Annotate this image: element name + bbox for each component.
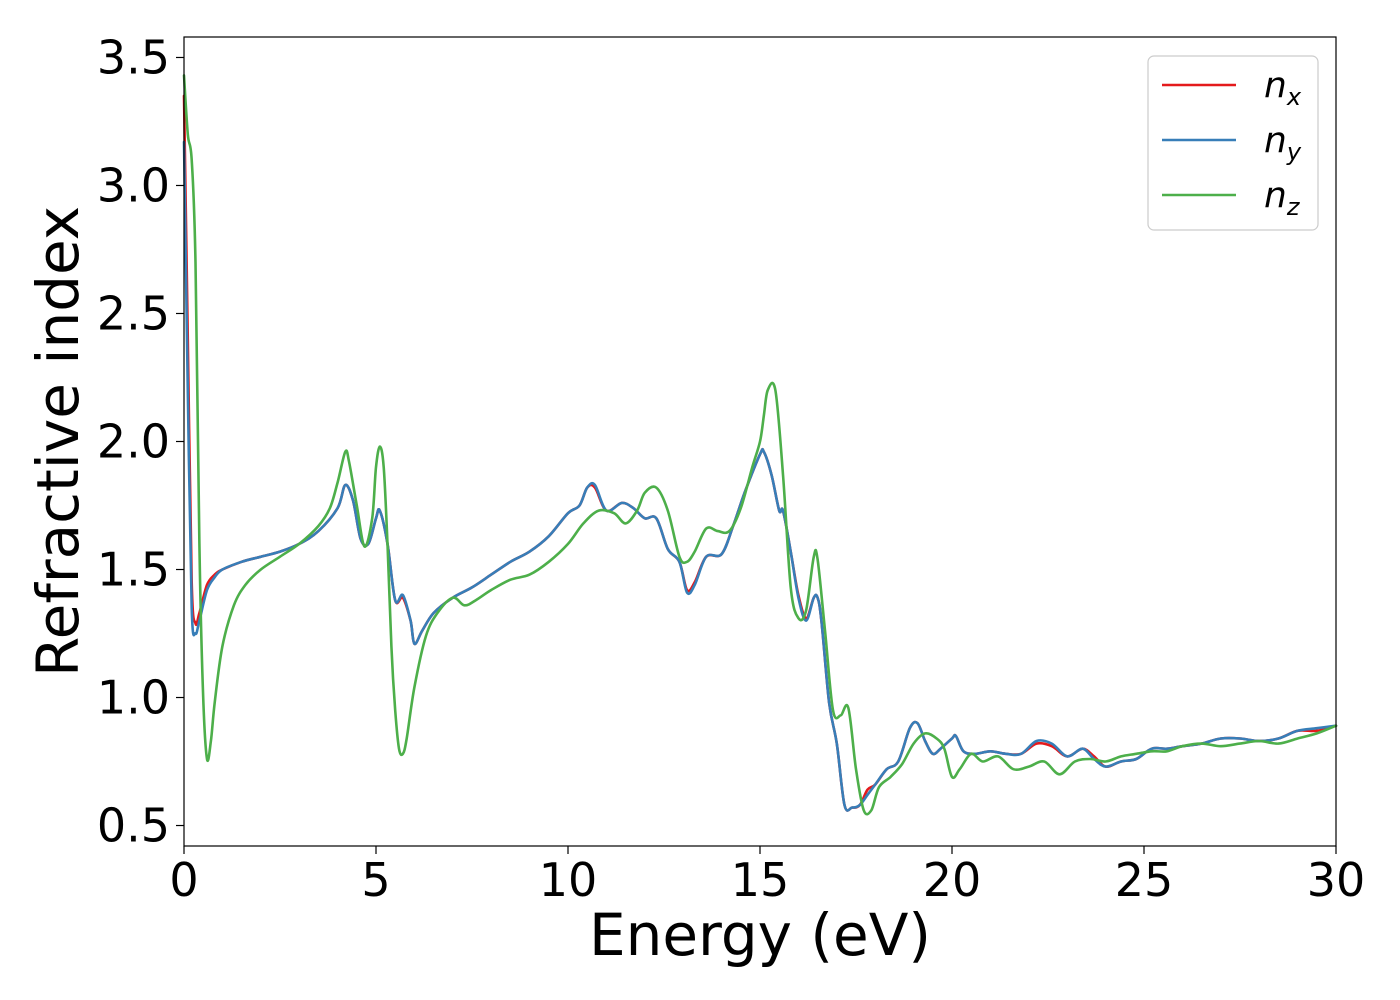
- legend-label-subscript: x: [1286, 83, 1302, 111]
- y-tick-label: 2.5: [97, 286, 170, 340]
- x-tick-label: 15: [731, 853, 790, 907]
- legend-label-main: n: [1264, 175, 1287, 216]
- series-line-nz: [182, 74, 1338, 816]
- x-tick-label: 25: [1115, 853, 1174, 907]
- y-tick-label: 0.5: [97, 799, 170, 853]
- x-tick-label: 30: [1307, 853, 1366, 907]
- legend-label-main: n: [1264, 120, 1287, 161]
- x-tick-label: 0: [169, 853, 198, 907]
- legend-label-subscript: y: [1286, 138, 1302, 166]
- legend-label-subscript: z: [1286, 193, 1301, 221]
- y-axis-ticks: 0.5 1.0 1.5 2.0 2.5 3.0 3.5: [97, 30, 184, 853]
- legend-label-nx: nx: [1264, 65, 1302, 111]
- series-line-ny: [182, 140, 1338, 812]
- y-tick-label: 1.0: [97, 671, 170, 725]
- legend-box: [1147, 55, 1319, 231]
- y-axis-title: Refractive index: [24, 206, 92, 677]
- x-tick-label: 5: [361, 853, 390, 907]
- x-axis-title: Energy (eV): [589, 901, 931, 969]
- legend-label-nz: nz: [1264, 175, 1301, 221]
- x-tick-label: 20: [923, 853, 982, 907]
- legend-label-main: n: [1264, 65, 1287, 106]
- y-tick-label: 3.0: [97, 158, 170, 212]
- x-axis-ticks: 0 5 10 15 20 25 30: [169, 846, 1365, 907]
- y-tick-label: 2.0: [97, 415, 170, 469]
- series-layer: [182, 74, 1338, 816]
- legend-label-ny: ny: [1264, 120, 1302, 166]
- y-tick-label: 3.5: [97, 30, 170, 84]
- x-tick-label: 10: [539, 853, 598, 907]
- y-tick-label: 1.5: [97, 543, 170, 597]
